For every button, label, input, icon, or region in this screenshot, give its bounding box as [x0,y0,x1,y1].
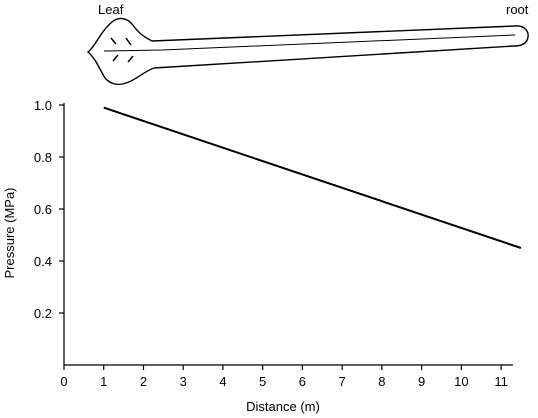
x-axis-label: Distance (m) [246,399,320,414]
x-tick-label: 7 [339,374,346,389]
x-tick-label: 10 [454,374,468,389]
y-tick-label: 1.0 [34,98,52,113]
x-tick-label: 0 [60,374,67,389]
leaf-vein [127,55,134,63]
leaf-label: Leaf [98,2,124,17]
leaf-vein [112,54,119,62]
y-tick-label: 0.4 [34,254,52,269]
x-tick-label: 5 [259,374,266,389]
y-tick-label: 0.2 [34,306,52,321]
root-label: root [506,2,529,17]
vein-midline [103,34,516,52]
x-tick-label: 1 [100,374,107,389]
ticks: 0 1 2 3 4 5 6 7 8 9 10 11 0.2 0.4 0.6 0.8 1.0 [34,98,508,389]
leaf-vein [110,37,117,45]
series-line [103,106,522,249]
x-tick-label: 2 [140,374,147,389]
leaf-root-diagram: Leaf root [86,2,529,86]
chart: 0 1 2 3 4 5 6 7 8 9 10 11 0.2 0.4 0.6 0.8 1.0 Distance (… [2,98,522,414]
x-tick-label: 11 [494,374,508,389]
x-tick-label: 8 [378,374,385,389]
series-layer [103,106,522,249]
plant-outline [86,17,529,86]
x-tick-label: 6 [299,374,306,389]
y-tick-label: 0.6 [34,202,52,217]
x-tick-label: 3 [180,374,187,389]
x-tick-label: 4 [219,374,226,389]
leaf-vein [125,37,132,46]
y-tick-label: 0.8 [34,150,52,165]
axes [63,103,513,366]
x-tick-label: 9 [418,374,425,389]
y-axis-label: Pressure (MPa) [2,187,17,278]
